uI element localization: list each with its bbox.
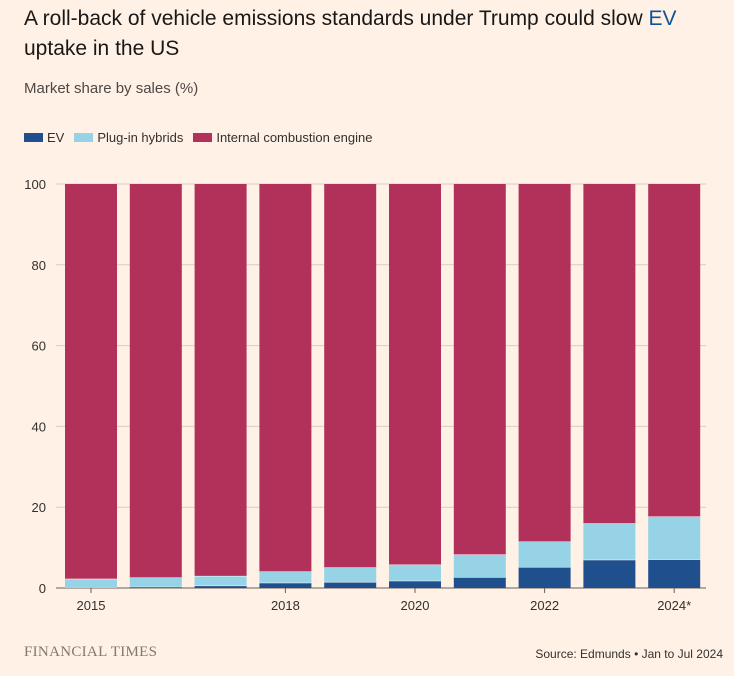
bar-segment-plug-in-hybrids (194, 575, 247, 586)
legend-swatch-ev (24, 133, 43, 142)
bar-segment-internal-combustion-engine (518, 184, 571, 542)
y-tick-label: 80 (32, 258, 46, 273)
bar-segment-ev (389, 580, 441, 588)
title-text-end: uptake in the US (24, 37, 180, 60)
bar-segment-plug-in-hybrids (389, 564, 441, 581)
bar-segment-internal-combustion-engine (194, 184, 247, 576)
y-tick-label: 60 (32, 339, 46, 354)
bar-segment-internal-combustion-engine (648, 184, 701, 517)
x-tick-label: 2015 (77, 598, 106, 613)
bar-segment-internal-combustion-engine (259, 184, 312, 572)
y-tick-label: 40 (32, 419, 46, 434)
y-tick-label: 100 (24, 177, 46, 192)
x-tick-label: 2024* (657, 598, 691, 613)
bar-segment-internal-combustion-engine (324, 184, 377, 568)
source-note: Source: Edmunds • Jan to Jul 2024 (535, 647, 723, 661)
x-tick-label: 2022 (530, 598, 559, 613)
legend-swatch-ice (193, 133, 213, 142)
legend-item-ev: EV (24, 130, 64, 145)
y-tick-label: 0 (39, 581, 46, 596)
bar-segment-ev (259, 582, 312, 588)
x-tick-label: 2020 (401, 598, 430, 613)
bar-segment-ev (129, 586, 182, 588)
legend-item-plug-in-hybrids: Plug-in hybrids (74, 130, 183, 145)
bar-segment-plug-in-hybrids (583, 523, 636, 560)
ft-logo: FINANCIAL TIMES (24, 644, 158, 660)
bar-segment-internal-combustion-engine (453, 184, 506, 555)
legend-swatch-plug-in-hybrids (74, 133, 94, 142)
legend-label-ice: Internal combustion engine (216, 130, 373, 145)
bar-segment-ev (194, 585, 247, 588)
bar-segment-internal-combustion-engine (389, 184, 441, 565)
bar-segment-ev (583, 559, 636, 588)
bar-segment-ev (453, 577, 506, 588)
bar-segment-internal-combustion-engine (65, 184, 117, 579)
stacked-bar-chart: 0 20 40 60 80 100 2015 2018 2020 2022 2024* (24, 177, 706, 613)
legend-item-ice: Internal combustion engine (193, 130, 372, 145)
bar-segment-plug-in-hybrids (648, 516, 701, 560)
bar-segment-ev (648, 559, 701, 588)
legend-label-ev: EV (47, 130, 65, 145)
chart-subtitle: Market share by sales (%) (24, 80, 199, 97)
title-ev-highlight: EV (648, 7, 677, 30)
bar-segment-plug-in-hybrids (65, 578, 117, 588)
bar-segment-ev (324, 581, 377, 588)
legend: EV Plug-in hybrids Internal combustion e… (24, 130, 372, 145)
y-tick-label: 20 (32, 500, 46, 515)
legend-label-plug-in-hybrids: Plug-in hybrids (97, 130, 184, 145)
bar-segment-internal-combustion-engine (129, 184, 182, 578)
bar-segment-plug-in-hybrids (453, 554, 506, 578)
bar-segment-plug-in-hybrids (324, 567, 377, 582)
bar-segment-plug-in-hybrids (129, 577, 182, 587)
title-text: A roll-back of vehicle emissions standar… (24, 7, 649, 30)
bar-segment-plug-in-hybrids (259, 571, 312, 583)
x-tick-label: 2018 (271, 598, 300, 613)
bar-segment-plug-in-hybrids (518, 541, 571, 567)
bar-segment-internal-combustion-engine (583, 184, 636, 524)
chart-title: A roll-back of vehicle emissions standar… (24, 4, 714, 64)
bar-segment-ev (518, 566, 571, 588)
